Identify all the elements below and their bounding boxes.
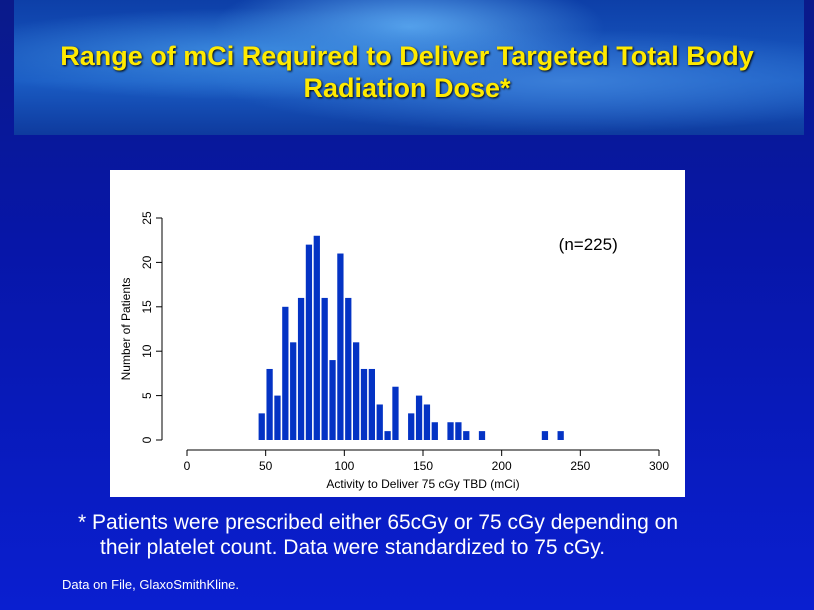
title-line-1: Range of mCi Required to Deliver Targete… [60, 41, 754, 71]
histogram-bar [384, 431, 391, 440]
histogram-bar [297, 297, 305, 440]
histogram-bar [329, 360, 336, 440]
x-axis-label: Activity to Deliver 75 cGy TBD (mCi) [326, 477, 519, 491]
y-tick-label: 20 [140, 255, 154, 269]
histogram-bar [313, 235, 320, 440]
histogram-bar [447, 422, 454, 440]
footnote-line-1: * Patients were prescribed either 65cGy … [78, 511, 679, 534]
y-tick-label: 5 [140, 392, 154, 399]
histogram-bar [360, 368, 368, 440]
histogram-bar [431, 422, 438, 440]
histogram-bar [478, 431, 486, 440]
slide-title: Range of mCi Required to Deliver Targete… [0, 40, 814, 104]
histogram-bar [353, 342, 360, 440]
histogram-bar [376, 404, 383, 440]
histogram-bar [557, 431, 564, 440]
histogram-chart: 0 50 100 150 200 250 300 Activity to Deliver 75… [110, 170, 685, 497]
title-line-2: Radiation Dose* [303, 73, 511, 103]
histogram-bar [455, 422, 462, 440]
histogram-bar [305, 244, 313, 440]
header-banner [14, 0, 804, 135]
histogram-bar [321, 297, 328, 440]
histogram-bar [463, 431, 470, 440]
histogram-bar [282, 306, 289, 440]
sample-size-annotation: (n=225) [559, 235, 618, 254]
x-tick-label: 250 [570, 459, 590, 473]
y-tick-label: 0 [140, 436, 154, 443]
x-tick-label: 150 [413, 459, 433, 473]
histogram-bar [392, 386, 399, 440]
x-tick-label: 200 [492, 459, 512, 473]
histogram-bar [423, 404, 431, 440]
x-tick-label: 0 [184, 459, 191, 473]
histogram-bar [345, 297, 352, 440]
histogram-bar [290, 342, 297, 440]
histogram-bar [368, 368, 375, 440]
source-note: Data on File, GlaxoSmithKline. [62, 577, 240, 592]
histogram-bar [274, 395, 281, 440]
x-tick-label: 100 [334, 459, 354, 473]
y-tick-label: 10 [140, 344, 154, 358]
histogram-bar [408, 413, 415, 440]
histogram-bar [266, 368, 273, 440]
footnote-line-2: their platelet count. Data were standard… [100, 536, 606, 559]
y-axis-label: Number of Patients [119, 278, 133, 381]
histogram-bar [415, 395, 423, 440]
x-tick-label: 300 [649, 459, 669, 473]
y-tick-label: 25 [140, 211, 154, 225]
histogram-bar [541, 431, 549, 440]
histogram-bar [258, 413, 265, 440]
y-tick-label: 15 [140, 300, 154, 314]
x-tick-label: 50 [259, 459, 273, 473]
histogram-bar [337, 253, 344, 440]
